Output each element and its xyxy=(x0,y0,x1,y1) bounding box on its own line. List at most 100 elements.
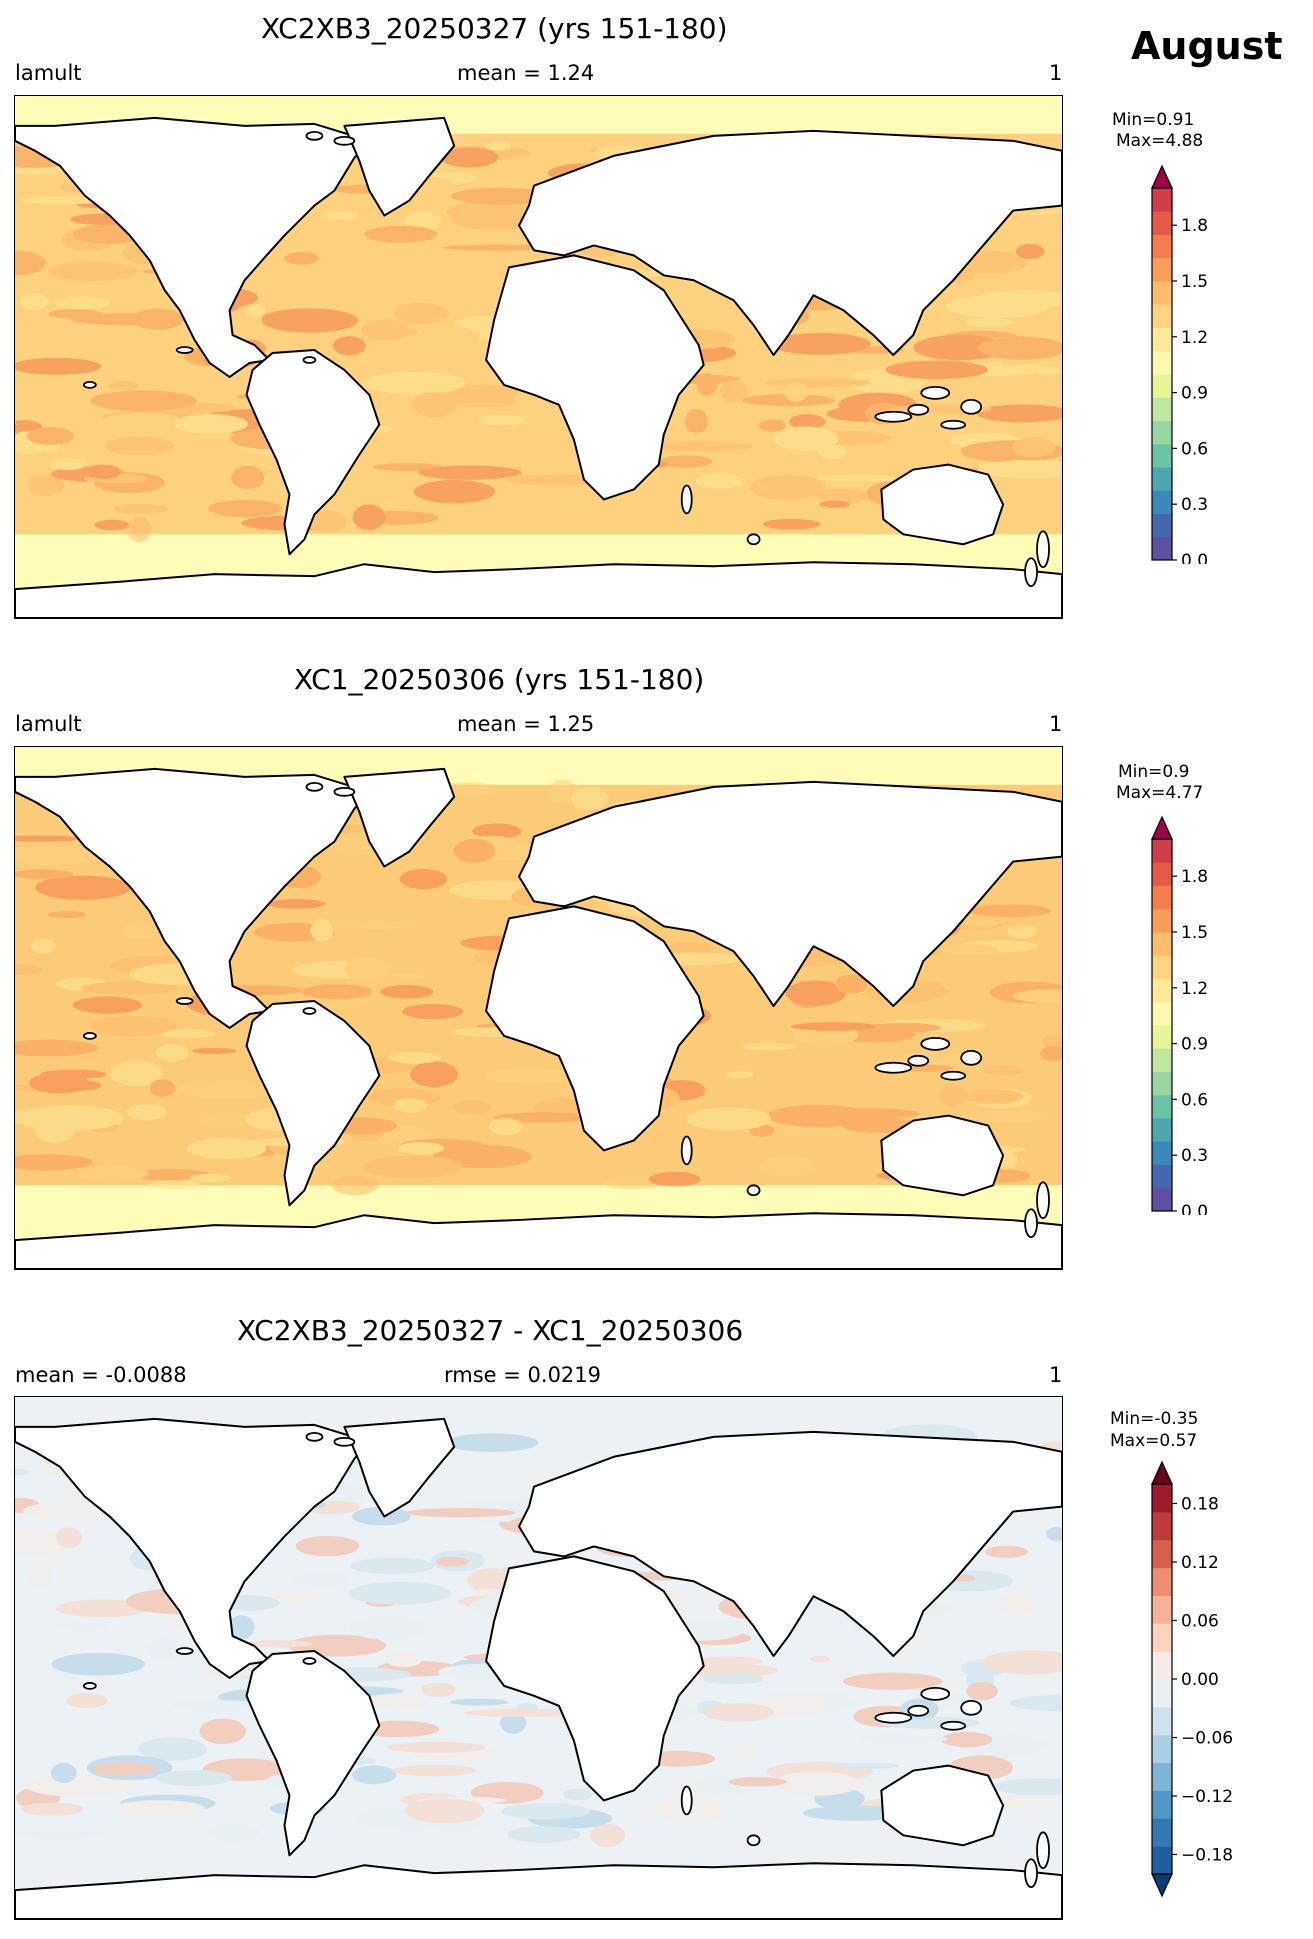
island-outline xyxy=(874,1711,913,1724)
africa-landmass xyxy=(485,254,705,501)
pattern-patch xyxy=(310,918,334,942)
pattern-patch xyxy=(684,408,708,434)
colorbar-segment xyxy=(1152,397,1172,421)
colorbar-segment xyxy=(1152,932,1172,956)
pattern-patch xyxy=(985,1545,1029,1558)
pattern-patch xyxy=(51,1762,77,1784)
south-america-landmass xyxy=(245,349,381,556)
pattern-patch xyxy=(471,1588,503,1597)
pattern-patch xyxy=(123,922,160,939)
colorbar-segment xyxy=(1152,1595,1172,1624)
pattern-patch xyxy=(127,1168,210,1181)
pattern-patch xyxy=(55,1599,149,1618)
pattern-patch xyxy=(442,244,551,251)
pattern-patch xyxy=(19,292,49,310)
pattern-patch xyxy=(391,972,425,980)
pattern-patch xyxy=(397,1142,445,1155)
island-outline xyxy=(920,1686,951,1701)
pattern-patch xyxy=(56,1527,82,1548)
island-outline xyxy=(305,781,324,792)
pattern-patch xyxy=(51,1652,145,1676)
island-outline xyxy=(175,1647,194,1655)
pattern-patch xyxy=(703,1673,764,1685)
pattern-patch xyxy=(55,296,111,310)
colorbar-segment xyxy=(1152,420,1172,445)
colorbar-segment xyxy=(1152,1001,1172,1026)
pattern-patch xyxy=(57,1622,110,1632)
pattern-patch xyxy=(404,1798,485,1824)
panel-3-max-label: Max=0.57 xyxy=(1110,1431,1198,1451)
pattern-patch xyxy=(1023,1701,1062,1709)
pattern-patch xyxy=(156,1043,189,1062)
pattern-patch xyxy=(349,1615,425,1640)
south-america-landmass xyxy=(245,1650,381,1857)
colorbar-tick-label: 0.9 xyxy=(1181,384,1208,404)
island-outline xyxy=(874,410,913,423)
pattern-patch xyxy=(127,516,151,542)
pattern-patch xyxy=(99,413,184,433)
pattern-patch xyxy=(167,496,226,521)
colorbar-outline xyxy=(1151,187,1173,561)
panel-3-level-label: 1 xyxy=(1049,1363,1063,1387)
pattern-patch xyxy=(15,835,84,842)
pattern-patch xyxy=(69,313,177,326)
pattern-patch xyxy=(200,1114,258,1127)
island-outline xyxy=(1024,1208,1038,1239)
pattern-patch xyxy=(15,250,46,276)
panel-1-max-label: Max=4.88 xyxy=(1116,131,1204,151)
pattern-patch xyxy=(91,1762,157,1776)
pattern-patch xyxy=(453,1100,493,1115)
colorbar-segment xyxy=(1152,188,1172,212)
pattern-patch xyxy=(725,1070,754,1079)
pattern-patch xyxy=(994,1778,1062,1796)
pattern-patch xyxy=(385,1651,423,1668)
colorbar-outline xyxy=(1151,838,1173,1212)
pattern-patch xyxy=(1001,359,1026,367)
pattern-patch xyxy=(760,1155,814,1177)
island-outline xyxy=(333,786,356,797)
antarctica-landmass xyxy=(15,1212,1062,1269)
pattern-patch xyxy=(126,1104,167,1121)
pattern-patch xyxy=(173,414,249,434)
pattern-patch xyxy=(764,378,871,388)
pattern-patch xyxy=(50,458,87,471)
pattern-patch xyxy=(81,981,178,995)
island-outline xyxy=(1036,1181,1050,1220)
colorbar-segment xyxy=(1152,1818,1172,1847)
pattern-patch xyxy=(15,1468,30,1476)
panel-3-min-label: Min=-0.35 xyxy=(1110,1409,1199,1429)
pattern-patch xyxy=(858,1734,948,1744)
island-outline xyxy=(305,1431,324,1442)
pattern-patch xyxy=(1042,1034,1062,1048)
colorbar-tick-label: 1.2 xyxy=(1181,328,1208,348)
colorbar-segment xyxy=(1152,374,1172,398)
colorbar-tick-label: 0.6 xyxy=(1181,439,1208,459)
pattern-patch xyxy=(261,308,359,333)
colorbar-max-extension xyxy=(1151,815,1173,840)
pattern-patch xyxy=(228,1615,255,1639)
pattern-patch xyxy=(332,336,366,356)
island-outline xyxy=(1024,1858,1038,1889)
pattern-patch xyxy=(25,1774,134,1797)
eurasia-landmass xyxy=(518,1430,1062,1658)
pattern-patch xyxy=(649,441,753,452)
pattern-patch xyxy=(15,1154,93,1171)
colorbar-tick-label: −0.18 xyxy=(1181,1846,1233,1866)
colorbar-segment xyxy=(1152,1025,1172,1049)
pattern-patch xyxy=(966,1682,998,1701)
island-outline xyxy=(302,356,317,364)
pattern-patch xyxy=(348,1581,451,1605)
island-outline xyxy=(302,1657,317,1665)
antarctica-landmass xyxy=(15,561,1062,618)
pattern-patch xyxy=(900,1064,954,1072)
pattern-patch xyxy=(832,1762,900,1769)
colorbar-tick-label: 0.3 xyxy=(1181,1146,1208,1166)
pattern-patch xyxy=(1012,989,1062,1004)
pattern-patch xyxy=(186,1138,267,1160)
pattern-patch xyxy=(78,1166,149,1182)
pattern-patch xyxy=(170,1700,263,1712)
pattern-patch xyxy=(361,319,410,342)
pattern-patch xyxy=(108,381,140,391)
pattern-patch xyxy=(20,1802,84,1816)
panel-2-title: XC1_20250306 (yrs 151-180) xyxy=(294,663,705,696)
